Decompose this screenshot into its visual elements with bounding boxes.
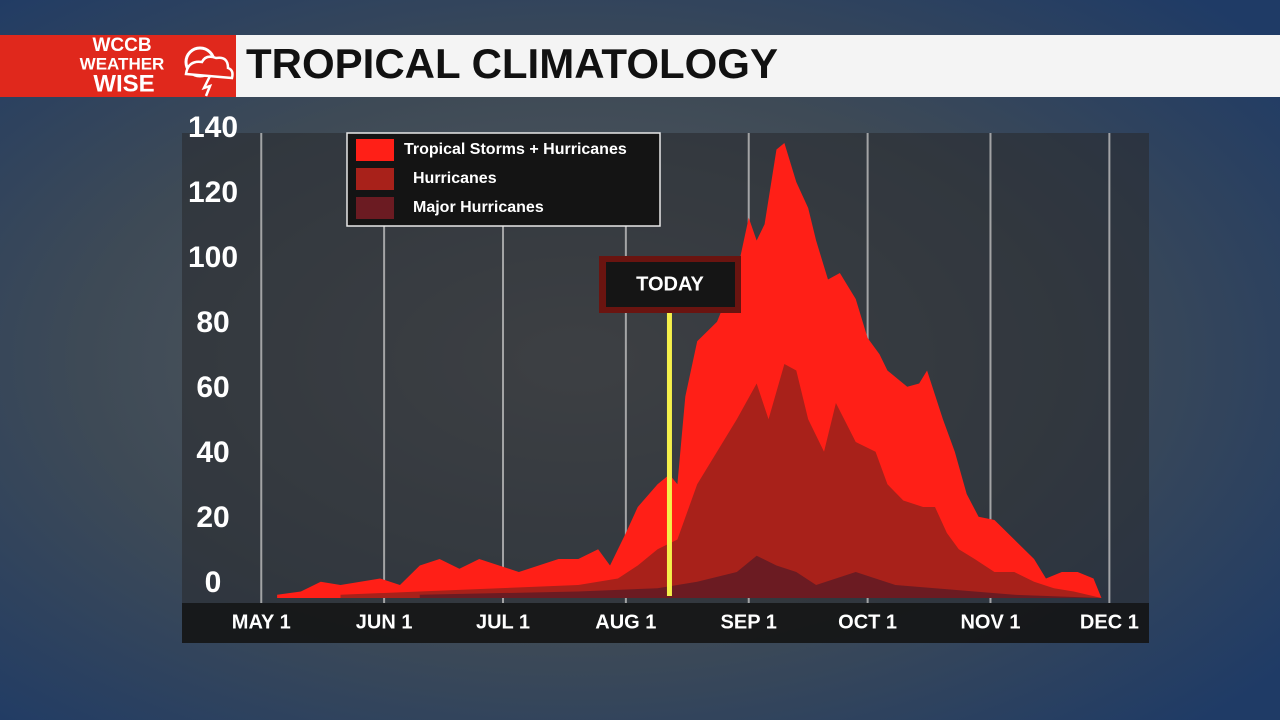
- y-tick-label: 0: [205, 566, 222, 599]
- legend-label: Hurricanes: [413, 170, 497, 187]
- legend-swatch: [356, 197, 394, 219]
- today-label: TODAY: [636, 273, 704, 295]
- legend-label: Tropical Storms + Hurricanes: [404, 141, 627, 158]
- logo-text: WISE: [93, 70, 154, 97]
- x-tick-label: JUN 1: [356, 611, 413, 633]
- legend-swatch: [356, 139, 394, 161]
- x-tick-label: AUG 1: [595, 611, 656, 633]
- y-tick-label: 80: [196, 306, 229, 339]
- title-bar: [236, 35, 1280, 97]
- chart-title: TROPICAL CLIMATOLOGY: [246, 40, 778, 87]
- y-tick-label: 40: [196, 436, 229, 469]
- x-tick-label: DEC 1: [1080, 611, 1139, 633]
- areas: [277, 143, 1102, 598]
- legend-swatch: [356, 168, 394, 190]
- x-tick-label: MAY 1: [232, 611, 291, 633]
- area: [277, 143, 1102, 598]
- labels: MAY 1 JUN 1 JUL 1 AUG 1 SEP 1 OCT 1 NOV 1 DEC 1…: [188, 111, 1139, 633]
- logo-icon: [184, 46, 234, 97]
- y-tick-label: 100: [188, 241, 238, 274]
- legend-box: [346, 132, 661, 227]
- y-tick-label: 20: [196, 501, 229, 534]
- x-tick-label: NOV 1: [960, 611, 1020, 633]
- x-tick-label: OCT 1: [838, 611, 897, 633]
- area: [419, 555, 1102, 598]
- x-tick-label: JUL 1: [476, 611, 530, 633]
- y-tick-label: 120: [188, 176, 238, 209]
- area: [340, 364, 1102, 598]
- logo-text: WCCB: [92, 35, 151, 56]
- x-axis-band: [182, 603, 1149, 643]
- y-tick-label: 140: [188, 111, 238, 144]
- today-box-inner: [606, 262, 735, 307]
- x-tick-label: SEP 1: [721, 611, 777, 633]
- legend-label: Major Hurricanes: [413, 199, 544, 216]
- y-tick-label: 60: [196, 371, 229, 404]
- logo-text: WEATHER: [80, 54, 165, 73]
